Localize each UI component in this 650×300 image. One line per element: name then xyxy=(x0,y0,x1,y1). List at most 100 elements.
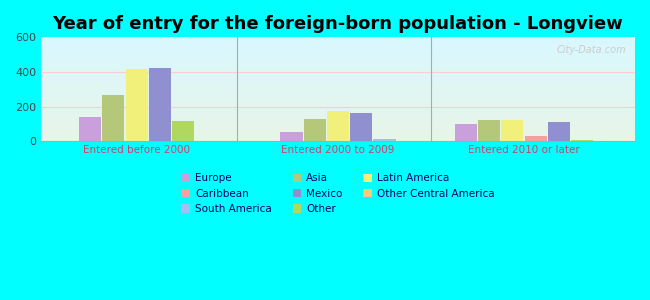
Bar xyxy=(41,93,635,94)
Bar xyxy=(41,104,635,105)
Bar xyxy=(41,60,635,61)
Bar xyxy=(455,124,477,141)
Bar xyxy=(41,101,635,102)
Bar xyxy=(172,121,194,141)
Bar xyxy=(41,92,635,93)
Bar xyxy=(41,136,635,137)
Bar xyxy=(41,111,635,112)
Bar xyxy=(41,105,635,106)
Bar xyxy=(79,117,101,141)
Bar xyxy=(41,127,635,128)
Bar xyxy=(41,38,635,39)
Bar xyxy=(41,85,635,86)
Bar xyxy=(41,139,635,140)
Bar xyxy=(41,108,635,109)
Bar xyxy=(41,125,635,126)
Bar xyxy=(41,67,635,68)
Bar xyxy=(41,122,635,123)
Bar xyxy=(41,103,635,104)
Bar xyxy=(41,44,635,45)
Bar xyxy=(41,56,635,57)
Bar xyxy=(41,73,635,74)
Bar xyxy=(41,133,635,134)
Bar xyxy=(41,130,635,131)
Bar xyxy=(41,116,635,117)
Bar xyxy=(41,98,635,99)
Bar xyxy=(41,64,635,65)
Bar xyxy=(41,95,635,96)
Bar xyxy=(41,41,635,42)
Bar xyxy=(525,136,547,141)
Bar xyxy=(41,118,635,119)
Legend: Europe, Caribbean, South America, Asia, Mexico, Other, Latin America, Other Cent: Europe, Caribbean, South America, Asia, … xyxy=(177,169,499,218)
Bar xyxy=(41,99,635,100)
Bar xyxy=(41,53,635,54)
Bar xyxy=(41,119,635,120)
Bar xyxy=(41,132,635,133)
Bar xyxy=(41,59,635,60)
Bar xyxy=(41,134,635,135)
Bar xyxy=(41,77,635,78)
Bar xyxy=(41,40,635,41)
Bar xyxy=(41,137,635,138)
Bar xyxy=(41,135,635,136)
Bar xyxy=(350,113,372,141)
Bar xyxy=(41,126,635,127)
Bar xyxy=(41,48,635,49)
Bar xyxy=(41,43,635,44)
Bar xyxy=(41,84,635,85)
Bar xyxy=(41,61,635,62)
Bar xyxy=(41,52,635,53)
Bar xyxy=(571,140,593,141)
Bar xyxy=(41,128,635,129)
Bar xyxy=(41,75,635,76)
Bar xyxy=(41,81,635,82)
Bar xyxy=(41,87,635,88)
Title: Year of entry for the foreign-born population - Longview: Year of entry for the foreign-born popul… xyxy=(53,15,623,33)
Bar xyxy=(41,90,635,91)
Bar xyxy=(41,57,635,58)
Bar xyxy=(41,50,635,51)
Bar xyxy=(280,132,302,141)
Bar xyxy=(41,113,635,114)
Bar xyxy=(41,107,635,108)
Bar xyxy=(41,76,635,77)
Bar xyxy=(501,120,523,141)
Bar xyxy=(41,115,635,116)
Bar xyxy=(41,83,635,84)
Bar xyxy=(41,100,635,101)
Bar xyxy=(41,63,635,64)
Bar xyxy=(41,140,635,141)
Bar xyxy=(41,112,635,113)
Bar xyxy=(102,95,124,141)
Bar xyxy=(41,37,635,38)
Bar xyxy=(41,45,635,46)
Bar xyxy=(41,69,635,70)
Bar xyxy=(41,110,635,111)
Bar xyxy=(41,51,635,52)
Bar xyxy=(41,131,635,132)
Bar xyxy=(41,138,635,139)
Bar xyxy=(548,122,570,141)
Bar xyxy=(478,120,500,141)
Bar xyxy=(41,121,635,122)
Bar xyxy=(41,42,635,43)
Bar xyxy=(149,68,171,141)
Bar xyxy=(41,80,635,81)
Bar xyxy=(41,65,635,66)
Bar xyxy=(374,140,395,141)
Bar xyxy=(41,70,635,71)
Bar xyxy=(41,47,635,48)
Bar xyxy=(41,46,635,47)
Bar xyxy=(41,129,635,130)
Bar xyxy=(41,88,635,89)
Bar xyxy=(41,40,635,41)
Bar xyxy=(41,68,635,69)
Bar xyxy=(41,102,635,103)
Text: City-Data.com: City-Data.com xyxy=(556,45,626,55)
Bar xyxy=(41,82,635,83)
Bar xyxy=(41,89,635,90)
Bar xyxy=(41,124,635,125)
Bar xyxy=(41,74,635,75)
Bar xyxy=(41,94,635,95)
